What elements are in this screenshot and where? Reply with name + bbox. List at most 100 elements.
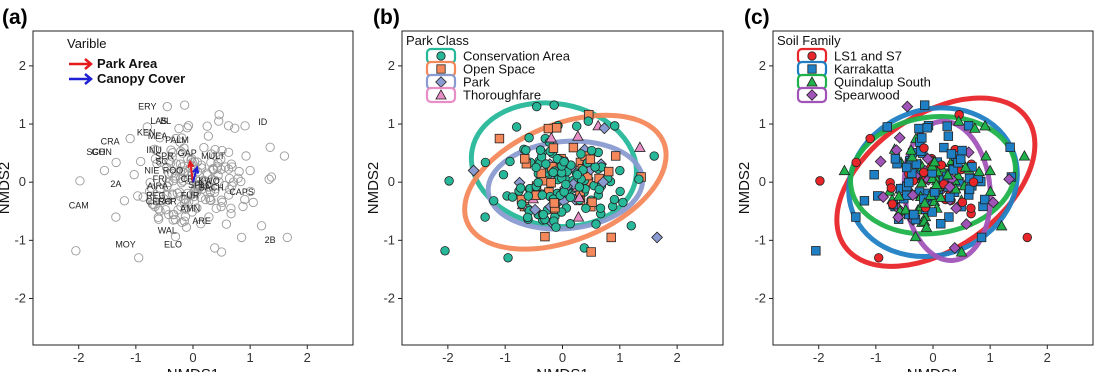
y-tick-label: 2 (759, 58, 766, 73)
site-point (248, 197, 258, 208)
site-point (175, 159, 186, 169)
site-point (480, 212, 490, 222)
species-label: KEN (137, 128, 156, 138)
x-tick-label: -2 (73, 350, 85, 365)
site-point (922, 123, 932, 133)
species-label: SPR (155, 151, 174, 161)
species-label: SPLC (188, 180, 212, 190)
site-point (282, 232, 292, 243)
site-point (535, 145, 546, 155)
site-point (935, 191, 947, 202)
site-point (890, 144, 903, 157)
y-tick-label: -1 (383, 232, 395, 247)
site-point (205, 192, 215, 203)
site-point (893, 190, 905, 201)
legend-arrowhead (84, 73, 93, 85)
site-point (979, 119, 991, 131)
site-point (503, 253, 513, 263)
site-point (587, 197, 597, 208)
site-point (583, 116, 593, 126)
site-point (189, 187, 200, 197)
site-point (634, 174, 644, 184)
site-point (987, 196, 1000, 209)
site-point (561, 179, 571, 190)
y-axis-label: NMDS2 (736, 162, 753, 215)
site-point (162, 190, 172, 200)
site-point (946, 149, 957, 159)
site-point (950, 202, 963, 215)
site-point (943, 181, 956, 193)
site-point (921, 152, 934, 165)
species-label: WAL (158, 225, 177, 235)
site-point (245, 165, 255, 176)
site-point (930, 178, 943, 189)
site-point (984, 185, 997, 196)
site-point (240, 121, 250, 131)
site-point (874, 155, 887, 168)
legend-label: Open Space (463, 62, 535, 77)
site-point (147, 199, 158, 209)
site-point (548, 167, 558, 178)
y-tick-label: 0 (19, 174, 26, 189)
x-tick-label: 0 (189, 350, 196, 365)
x-axis-label: NMDS1 (907, 366, 960, 372)
site-point (266, 172, 277, 182)
site-point (444, 176, 454, 186)
x-tick-label: -2 (813, 350, 825, 365)
site-point (498, 169, 509, 180)
site-point (545, 131, 558, 143)
site-point (164, 177, 174, 188)
site-point (915, 176, 928, 188)
site-point (164, 209, 174, 220)
site-point (615, 165, 625, 176)
site-point (572, 130, 584, 141)
species-label: GAP (178, 148, 197, 158)
species-label: BACH (199, 182, 224, 192)
site-point (529, 203, 542, 216)
site-point (75, 176, 85, 186)
species-label: AIRA (147, 181, 168, 191)
site-point (167, 152, 177, 162)
site-point (161, 205, 171, 215)
site-point (142, 122, 152, 132)
site-point (162, 101, 172, 112)
x-tick-label: 0 (929, 350, 936, 365)
species-label: EHR (158, 196, 178, 206)
site-point (945, 192, 955, 203)
site-point (211, 203, 221, 214)
site-point (199, 179, 209, 189)
site-point (227, 162, 237, 172)
site-point (634, 141, 646, 152)
site-point (156, 157, 166, 167)
site-point (811, 246, 821, 256)
site-point (279, 151, 290, 161)
site-point (214, 110, 224, 120)
legend-label: LS1 and S7 (834, 49, 902, 64)
site-point (626, 221, 636, 231)
x-tick-label: 2 (674, 350, 681, 365)
panel-c: -2 -1 0 1 2 2 1 0 -1 -2 NMDS1 NMDS2 (c) Soil FamilyLS… (736, 6, 1094, 372)
site-point (515, 183, 526, 193)
site-point (586, 247, 596, 257)
site-point (507, 192, 518, 202)
site-point (176, 146, 186, 156)
species-label: ELO (164, 239, 182, 249)
species-label: CAPS (229, 187, 254, 197)
site-point (906, 189, 919, 202)
site-point (532, 101, 542, 112)
site-point (877, 191, 890, 203)
group-ellipse (848, 113, 1018, 237)
site-point (651, 231, 664, 244)
site-point (851, 157, 861, 168)
site-point (882, 122, 892, 132)
site-point (210, 184, 221, 194)
site-point (241, 151, 251, 161)
site-point (531, 162, 541, 173)
species-label: 2B (265, 235, 276, 245)
species-label: PALM (165, 135, 189, 145)
site-point (111, 212, 121, 222)
species-label: BL (160, 116, 171, 126)
legend-label: Karrakatta (834, 62, 895, 77)
